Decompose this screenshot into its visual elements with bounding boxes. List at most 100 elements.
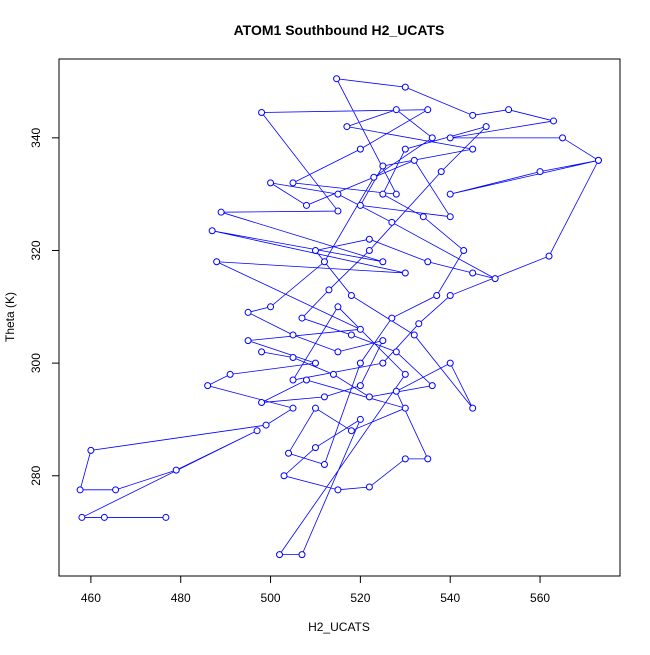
data-point [401,455,409,463]
data-point [289,331,297,339]
data-point [424,106,432,114]
data-point [446,359,454,367]
data-point [379,337,387,345]
data-point [388,314,396,322]
data-point [334,190,342,198]
data-point [226,370,234,378]
data-point [505,106,513,114]
data-point [365,393,373,401]
data-point [469,111,477,119]
data-point [446,213,454,221]
data-point [379,258,387,266]
y-tick-label: 320 [29,240,43,260]
data-point [347,331,355,339]
data-point [298,314,306,322]
data-point [172,466,180,474]
data-point [433,292,441,300]
data-point [401,145,409,153]
data-point [410,156,418,164]
data-point [289,376,297,384]
data-point [392,106,400,114]
data-point [162,513,170,521]
x-tick-label: 480 [171,591,191,605]
y-axis-label: Theta (K) [3,292,17,342]
data-point [415,320,423,328]
data-point [356,415,364,423]
data-point [244,337,252,345]
x-tick-label: 560 [530,591,550,605]
y-tick-label: 300 [29,353,43,373]
data-point [267,179,275,187]
data-point [392,190,400,198]
data-point [365,483,373,491]
x-axis-label: H2_UCATS [308,620,370,634]
data-point [280,472,288,480]
data-point [356,201,364,209]
data-point [370,173,378,181]
data-point [559,134,567,142]
data-point [401,404,409,412]
data-point [334,348,342,356]
data-point [401,83,409,91]
data-line [79,78,600,555]
data-point [424,258,432,266]
data-point [213,258,221,266]
data-point [289,179,297,187]
data-point [428,382,436,390]
data-point [76,486,84,494]
data-point [267,303,275,311]
chart-title: ATOM1 Southbound H2_UCATS [234,22,445,38]
data-point [469,269,477,277]
data-point [311,444,319,452]
x-tick-label: 460 [81,591,101,605]
data-point [446,190,454,198]
data-point [401,370,409,378]
data-point [356,325,364,333]
data-point [276,551,284,559]
data-point [204,382,212,390]
data-point [392,348,400,356]
x-tick-label: 520 [350,591,370,605]
data-point [244,308,252,316]
data-point [320,258,328,266]
data-point [217,208,225,216]
data-point [410,331,418,339]
data-point [334,303,342,311]
data-point [388,218,396,226]
data-point [379,190,387,198]
data-point [320,393,328,401]
data-point [437,168,445,176]
data-point [78,513,86,521]
data-point [460,246,468,254]
data-point [298,551,306,559]
data-point [334,486,342,494]
data-point [401,269,409,277]
data-point [356,145,364,153]
data-point [365,235,373,243]
data-point [343,123,351,131]
data-point [365,246,373,254]
data-point [469,404,477,412]
data-point [594,156,602,164]
x-tick-label: 500 [261,591,281,605]
data-point [258,109,266,117]
data-point [446,134,454,142]
data-point [325,286,333,294]
data-point [262,421,270,429]
data-point [334,207,342,215]
data-point [379,162,387,170]
data-point [258,399,266,407]
data-point [289,353,297,361]
data-point [285,449,293,457]
data-point [356,359,364,367]
data-point [100,513,108,521]
data-point [482,123,490,131]
data-point [347,292,355,300]
data-point [428,134,436,142]
data-point [392,387,400,395]
data-point [424,455,432,463]
data-point [419,213,427,221]
data-point [333,75,341,83]
data-point [536,168,544,176]
